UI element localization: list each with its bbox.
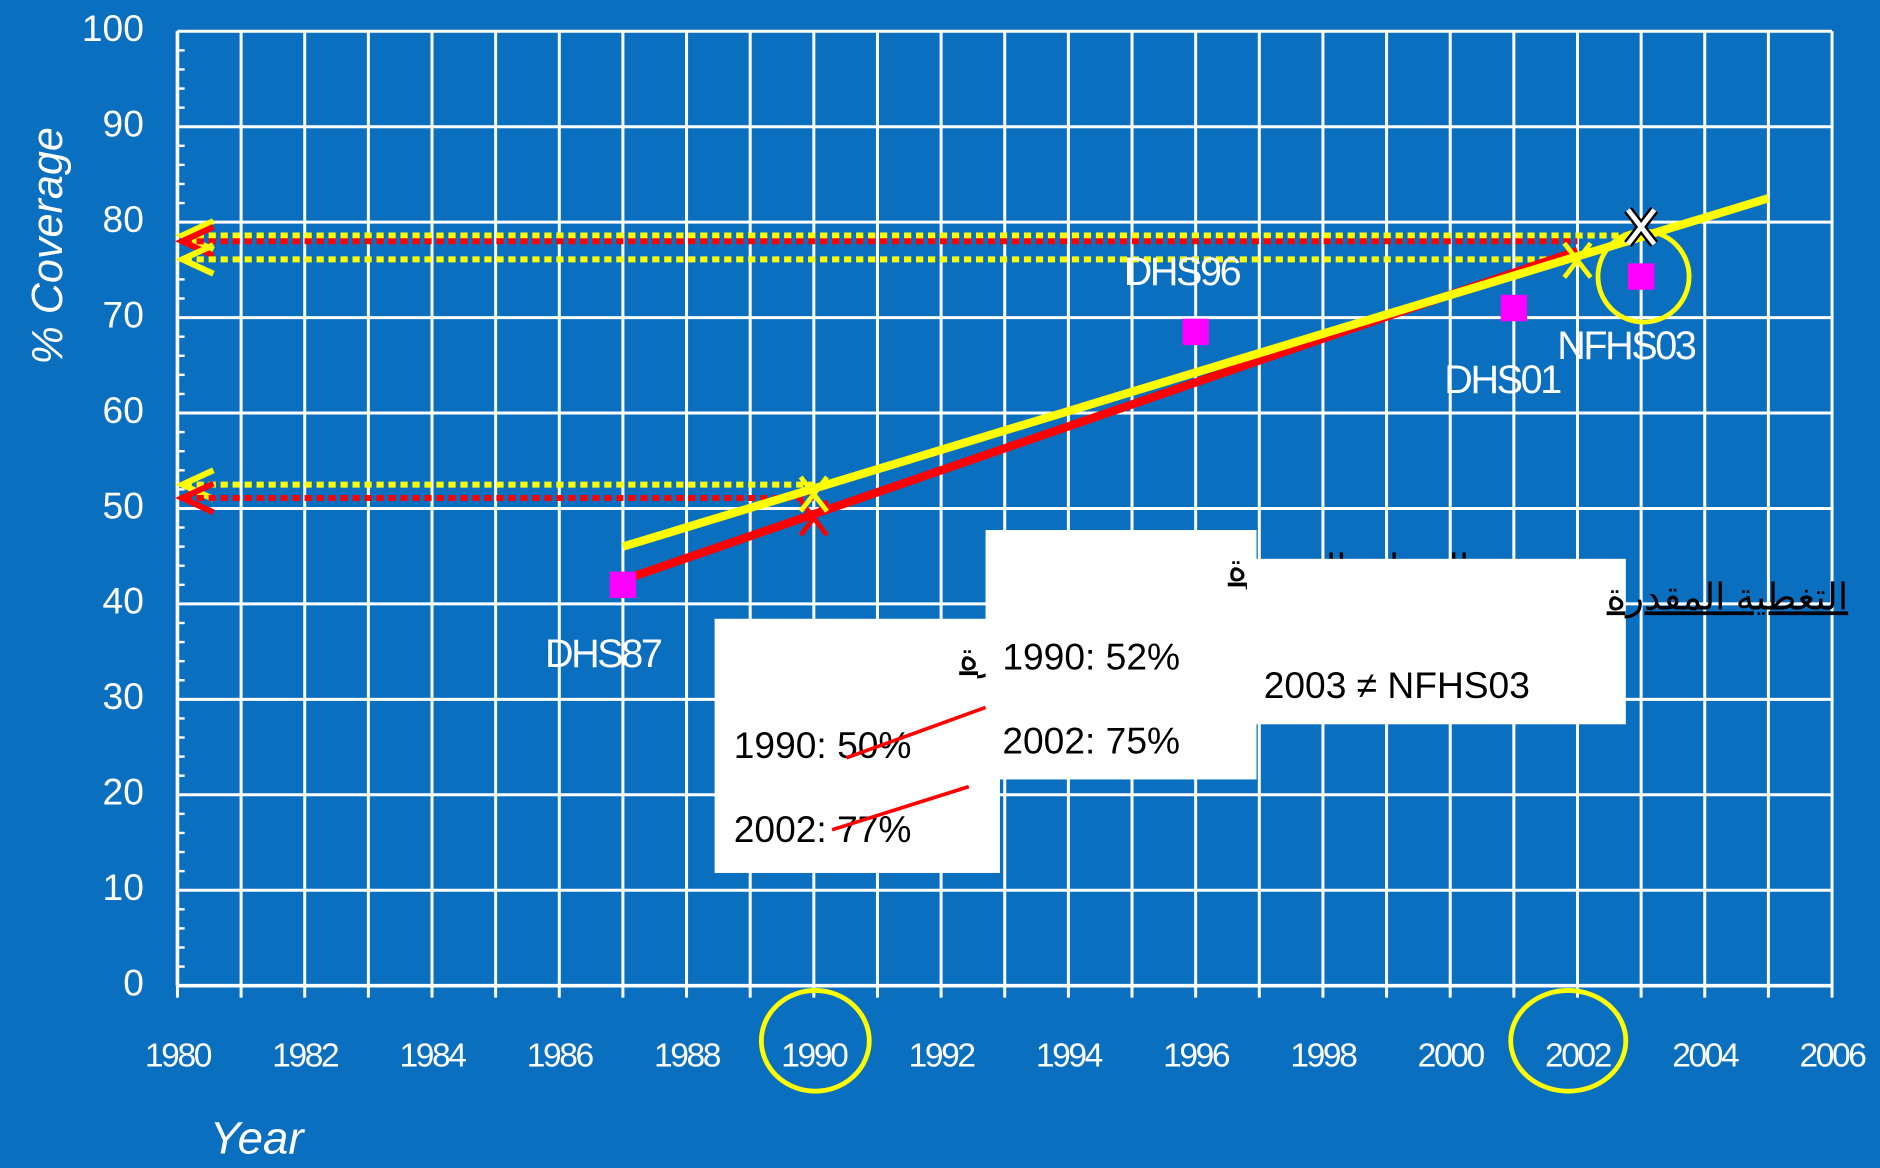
y-tick-label: 70: [103, 293, 144, 335]
y-tick-label: 80: [103, 198, 144, 240]
y-tick-label: 50: [103, 484, 144, 526]
x-tick-label: 2004: [1672, 1037, 1739, 1074]
point-label: DHS01: [1444, 358, 1561, 402]
y-tick-label: 40: [103, 580, 144, 622]
arrow-head: [175, 242, 215, 277]
box-heading: التغطية المقدرة: [1607, 575, 1849, 619]
x-tick-label: 1992: [909, 1037, 975, 1074]
point-label: NFHS03: [1557, 324, 1696, 368]
x-tick-label: 1994: [1036, 1037, 1103, 1074]
data-point: [609, 571, 637, 599]
x-marker: [798, 475, 829, 513]
x-tick-label: 1980: [145, 1037, 212, 1074]
arrow-head: [175, 467, 215, 502]
y-tick-label: 30: [103, 675, 144, 717]
data-point: [1627, 263, 1655, 290]
strike-line: [831, 784, 970, 832]
x-marker: [1562, 241, 1593, 279]
point-label: DHS87: [545, 632, 661, 676]
y-tick-label: 10: [103, 866, 144, 908]
x-axis-label: Year: [210, 1113, 306, 1164]
data-point: [1182, 318, 1209, 346]
y-axis-label: % Coverage: [24, 127, 72, 364]
point-label: DHS96: [1124, 250, 1241, 294]
x-marker-inner: [1626, 208, 1657, 246]
highlight-circle: [758, 988, 872, 1094]
strike-line: [845, 705, 987, 760]
arrow-head: [175, 218, 215, 253]
x-tick-label: 1982: [272, 1037, 338, 1074]
box-text: 2002: 75%: [1002, 719, 1180, 761]
y-tick-label: 20: [103, 771, 144, 813]
box-background: [714, 618, 1000, 873]
box-text: 2003 ≠ NFHS03: [1264, 664, 1530, 706]
x-tick-label: 1990: [781, 1037, 848, 1074]
x-tick-label: 1998: [1290, 1037, 1357, 1074]
box-background: [985, 530, 1257, 780]
trend-line: [621, 194, 1770, 551]
x-tick-label: 1988: [654, 1037, 721, 1074]
y-tick-label: 60: [103, 389, 144, 431]
y-tick-label: 0: [123, 961, 144, 1003]
x-tick-label: 2002: [1545, 1037, 1611, 1074]
x-tick-label: 2006: [1800, 1037, 1867, 1074]
box-text: 1990: 52%: [1002, 635, 1180, 677]
y-tick-label: 100: [82, 7, 144, 49]
x-tick-label: 2000: [1418, 1037, 1485, 1074]
box-background: [1246, 558, 1626, 725]
x-tick-label: 1996: [1163, 1037, 1230, 1074]
highlight-circle: [1508, 988, 1629, 1094]
x-tick-label: 1984: [399, 1037, 466, 1074]
arrow-head: [175, 480, 215, 516]
y-tick-label: 90: [103, 103, 144, 145]
data-point: [1500, 294, 1528, 322]
x-tick-label: 1986: [527, 1037, 594, 1074]
annotation-box: التغطية المقدرة 2003 ≠ NFHS03: [1246, 558, 1849, 725]
